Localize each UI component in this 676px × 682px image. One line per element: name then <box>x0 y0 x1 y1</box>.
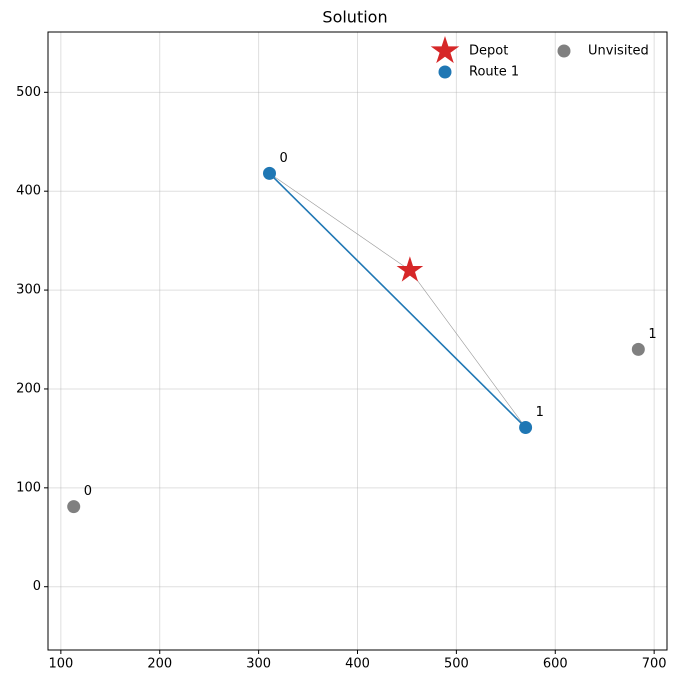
legend-label: Route 1 <box>469 65 519 80</box>
depot-connector <box>409 270 526 428</box>
legend-label: Depot <box>469 44 508 59</box>
point <box>262 166 276 180</box>
point-label: 0 <box>84 484 92 499</box>
route-line <box>268 172 527 429</box>
y-tick-label: 100 <box>16 480 41 495</box>
y-tick-label: 300 <box>16 283 41 298</box>
y-tick-label: 500 <box>16 85 41 100</box>
point <box>67 500 81 514</box>
y-tick-label: 200 <box>16 381 41 396</box>
x-tick-label: 100 <box>48 657 73 672</box>
legend-marker <box>438 65 452 79</box>
x-tick-label: 400 <box>345 657 370 672</box>
point <box>631 342 645 356</box>
point-label: 1 <box>648 327 656 342</box>
plot-frame <box>47 31 668 651</box>
legend-marker <box>557 44 571 58</box>
legend-label: Unvisited <box>588 44 649 59</box>
point-label: 0 <box>279 151 287 166</box>
x-tick-label: 300 <box>246 657 271 672</box>
x-tick-label: 600 <box>543 657 568 672</box>
depot-connector <box>269 173 411 271</box>
point <box>519 421 533 435</box>
y-tick-label: 0 <box>33 579 41 594</box>
legend-marker <box>430 36 460 64</box>
x-tick-label: 200 <box>147 657 172 672</box>
x-tick-label: 500 <box>444 657 469 672</box>
point-label: 1 <box>536 405 544 420</box>
depot-marker <box>396 256 424 282</box>
chart-title: Solution <box>322 8 387 27</box>
x-tick-label: 700 <box>642 657 667 672</box>
y-tick-label: 400 <box>16 184 41 199</box>
